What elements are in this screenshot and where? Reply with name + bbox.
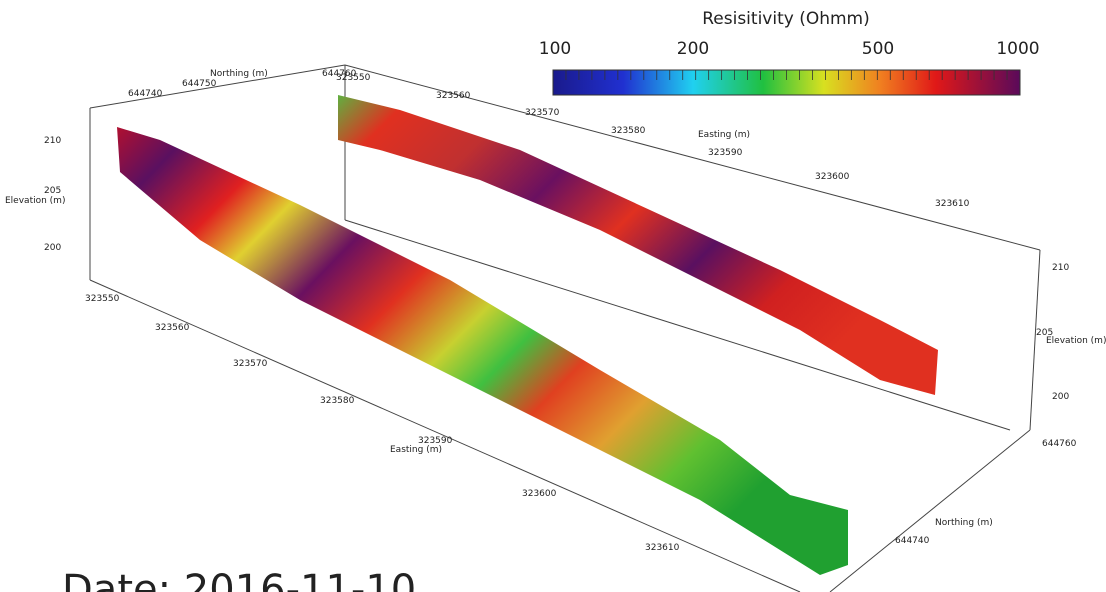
top-easting-label: Easting (m) [698,130,750,140]
right-elevation-label: 205 [1036,328,1053,338]
top-easting-label: 323590 [708,148,743,158]
right-elevation-label: 210 [1052,263,1069,273]
north-top-label: 644760 [322,69,357,79]
right-northing-label: 644740 [895,536,930,546]
top-easting-label: 323610 [935,199,970,209]
left-elevation-label: 205 [44,186,61,196]
right-elevation-label: Elevation (m) [1046,336,1106,346]
top-easting-label: 323580 [611,126,646,136]
colorbar-label: 1000 [996,39,1039,59]
bottom-easting-label: 323560 [155,323,190,333]
colorbar-label: 500 [862,39,894,59]
left-elevation-label: 200 [44,243,61,253]
top-easting-label: 323570 [525,108,560,118]
bottom-easting-label: 323590 [418,436,453,446]
left-elevation-label: 210 [44,136,61,146]
right-elevation-label: 200 [1052,392,1069,402]
colorbar-title: Resisitivity (Ohmm) [702,9,870,29]
bottom-easting-label: 323610 [645,543,680,553]
north-top-label: 644740 [128,89,163,99]
bottom-easting-label: 323570 [233,359,268,369]
left-elevation-label: Elevation (m) [5,196,65,206]
top-easting-label: 323600 [815,172,850,182]
north-top-label: 644750 [182,79,217,89]
bottom-easting-label: 323550 [85,294,120,304]
colorbar-label: 200 [677,39,709,59]
right-northing-label: Northing (m) [935,518,993,528]
bottom-easting-label: Easting (m) [390,445,442,455]
top-easting-label: 323550 [336,73,371,83]
colorbar-label: 100 [539,39,571,59]
front-profile [117,127,848,575]
top-easting-label: 323560 [436,91,471,101]
north-top-label: Northing (m) [210,69,268,79]
back-profile [338,95,938,395]
axes-frame [89,64,1041,592]
date: Date: 2016-11-10 [62,567,416,592]
bottom-easting-label: 323600 [522,489,557,499]
right-northing-label: 644760 [1042,439,1077,449]
bottom-easting-label: 323580 [320,396,355,406]
